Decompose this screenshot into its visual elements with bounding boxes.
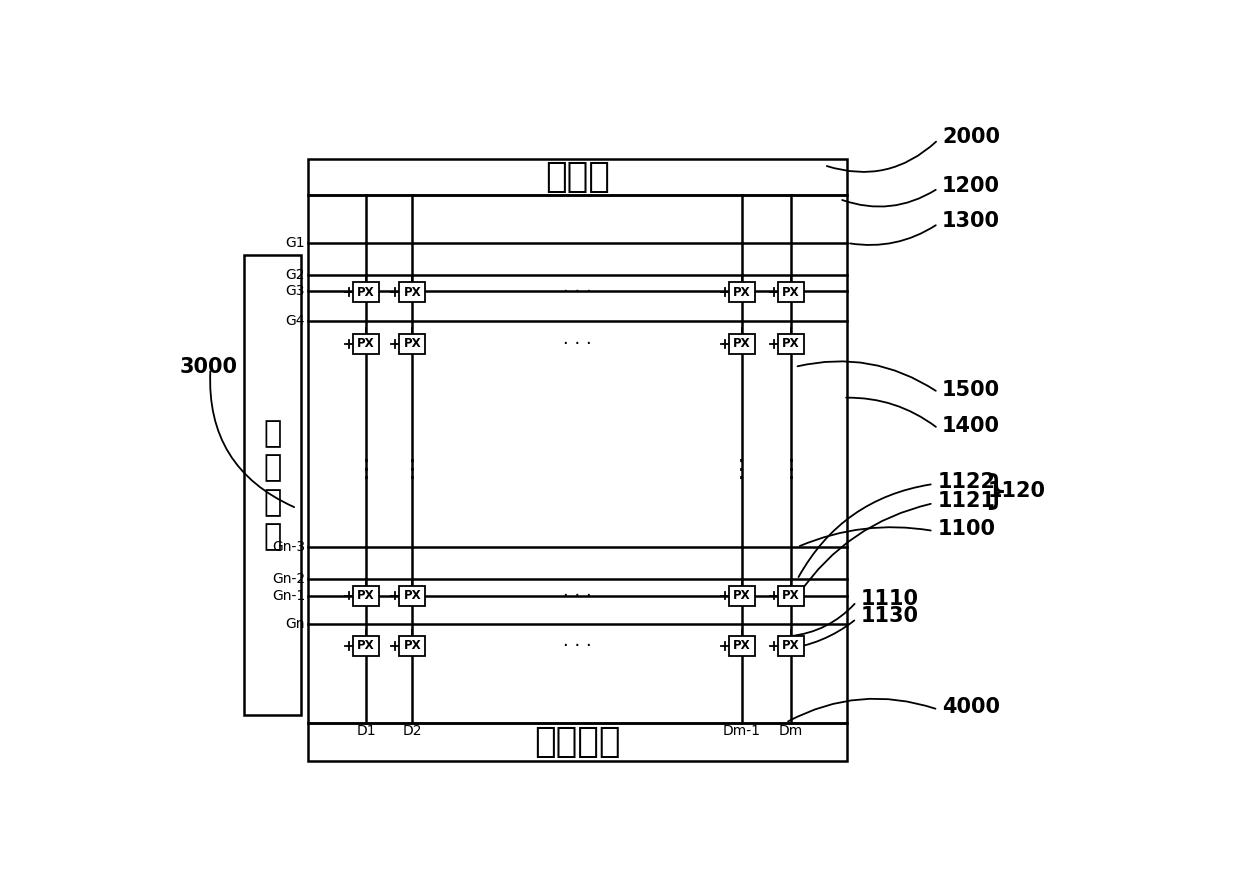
Bar — [399, 586, 425, 605]
Text: PX: PX — [403, 337, 422, 350]
Text: 路: 路 — [263, 523, 281, 551]
Text: 2000: 2000 — [942, 127, 999, 148]
Text: PX: PX — [782, 337, 800, 350]
Text: PX: PX — [733, 639, 750, 653]
Text: 读取电路: 读取电路 — [534, 725, 621, 759]
Text: PX: PX — [357, 639, 374, 653]
Bar — [353, 636, 379, 656]
Text: 1122: 1122 — [937, 472, 996, 492]
Bar — [729, 586, 755, 605]
Text: 1110: 1110 — [861, 589, 919, 610]
Text: PX: PX — [782, 285, 800, 299]
Text: PX: PX — [357, 285, 374, 299]
Text: · · ·: · · · — [563, 335, 591, 353]
Text: PX: PX — [403, 639, 422, 653]
Text: 冲: 冲 — [263, 453, 281, 483]
Text: Dm-1: Dm-1 — [723, 725, 761, 738]
Text: · · ·: · · · — [563, 587, 591, 605]
Bar — [309, 196, 847, 723]
Text: D1: D1 — [356, 725, 376, 738]
Bar — [309, 723, 847, 761]
Text: 1130: 1130 — [861, 606, 919, 627]
Bar — [353, 334, 379, 354]
Bar — [309, 159, 847, 196]
Text: PX: PX — [782, 639, 800, 653]
Text: }: } — [983, 472, 1008, 510]
Text: Gn: Gn — [285, 617, 305, 631]
Text: ⋮: ⋮ — [729, 458, 754, 482]
Text: 电: 电 — [263, 488, 281, 517]
Text: ⋮: ⋮ — [353, 458, 378, 482]
Text: G2: G2 — [285, 268, 305, 282]
Text: · · ·: · · · — [563, 637, 591, 654]
Text: 4000: 4000 — [942, 697, 999, 717]
Text: G3: G3 — [285, 284, 305, 299]
Text: · · ·: · · · — [563, 284, 591, 301]
Text: PX: PX — [733, 285, 750, 299]
Text: 电压源: 电压源 — [546, 160, 610, 194]
Text: PX: PX — [403, 589, 422, 602]
Text: PX: PX — [733, 589, 750, 602]
Text: Gn-1: Gn-1 — [272, 589, 305, 604]
Text: Dm: Dm — [779, 725, 804, 738]
Bar — [729, 334, 755, 354]
Text: 脉: 脉 — [263, 419, 281, 448]
Text: PX: PX — [357, 337, 374, 350]
Text: 1300: 1300 — [942, 211, 999, 230]
Bar — [777, 282, 804, 302]
Text: ⋮: ⋮ — [399, 458, 424, 482]
Text: G1: G1 — [285, 236, 305, 250]
Bar — [729, 282, 755, 302]
Text: G4: G4 — [285, 314, 305, 328]
Text: ⋮: ⋮ — [779, 458, 804, 482]
Bar — [399, 636, 425, 656]
Bar — [353, 282, 379, 302]
Text: 1120: 1120 — [988, 481, 1047, 501]
Text: PX: PX — [357, 589, 374, 602]
Text: PX: PX — [403, 285, 422, 299]
Text: Gn-3: Gn-3 — [272, 541, 305, 554]
Text: 1400: 1400 — [942, 416, 999, 436]
Text: PX: PX — [782, 589, 800, 602]
Bar — [777, 636, 804, 656]
Text: 3000: 3000 — [180, 357, 238, 377]
Text: PX: PX — [733, 337, 750, 350]
Text: Gn-2: Gn-2 — [272, 573, 305, 587]
Bar — [399, 334, 425, 354]
Text: 1100: 1100 — [937, 518, 996, 539]
Bar — [777, 334, 804, 354]
Text: 1200: 1200 — [942, 176, 999, 196]
Text: D2: D2 — [403, 725, 422, 738]
Bar — [777, 586, 804, 605]
Text: 1121: 1121 — [937, 491, 996, 511]
Bar — [399, 282, 425, 302]
Text: 1500: 1500 — [942, 380, 1001, 400]
Bar — [729, 636, 755, 656]
Bar — [244, 255, 300, 715]
Bar — [353, 586, 379, 605]
